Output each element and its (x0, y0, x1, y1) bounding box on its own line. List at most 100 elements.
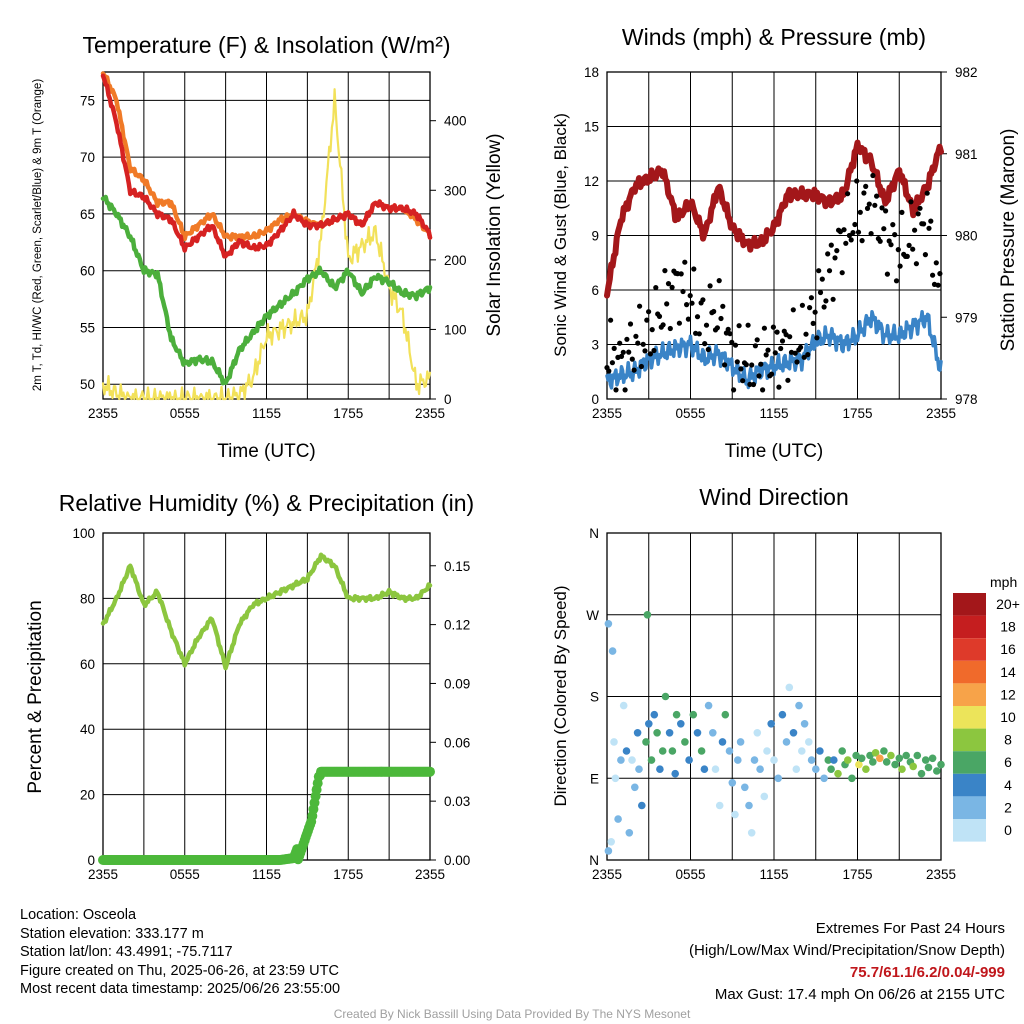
direction-point (747, 829, 756, 837)
humidity-line (100, 552, 433, 671)
direction-point (921, 756, 930, 764)
direction-point (635, 765, 643, 773)
x-tick-label: 2355 (88, 867, 118, 882)
y-tick-label: 55 (80, 320, 95, 335)
direction-point (816, 747, 824, 755)
direction-point (767, 720, 775, 728)
gust-point (740, 378, 746, 384)
gust-point (763, 352, 769, 358)
direction-point (753, 729, 762, 737)
direction-point (656, 765, 664, 773)
x-tick-label: 1755 (333, 867, 363, 882)
direction-point (671, 769, 679, 778)
gust-point (622, 387, 628, 393)
direction-point (611, 774, 620, 783)
direction-point (785, 683, 794, 692)
gust-point (644, 317, 650, 323)
direction-point (631, 783, 639, 792)
gust-point (647, 351, 654, 357)
max-gust-text: Max Gust: 17.4 mph On 06/26 at 2155 UTC (714, 986, 1005, 1003)
gust-point (821, 304, 827, 310)
direction-point (734, 756, 742, 764)
x-tick-label: 1155 (252, 867, 281, 882)
colorbar-swatch (953, 593, 986, 616)
chart-panel-2: Winds (mph) & Pressure (mb) 2355 0555 1155 1… (551, 24, 1019, 462)
direction-point (895, 754, 904, 763)
gust-point (734, 359, 740, 365)
direction-point (820, 774, 828, 783)
direction-point (805, 738, 813, 746)
y2-tick-label: 200 (444, 253, 467, 268)
gust-point (761, 325, 768, 331)
colorbar-swatch (953, 683, 986, 706)
direction-point (725, 747, 734, 755)
chart-title: Wind Direction (699, 484, 849, 510)
temp-2m-line (100, 73, 433, 259)
direction-point (800, 720, 809, 728)
gust-point (642, 348, 648, 354)
gust-point (749, 362, 755, 368)
gust-point (872, 202, 878, 208)
direction-point (617, 756, 625, 764)
direction-point (909, 762, 917, 771)
gust-point (774, 329, 780, 335)
direction-point (852, 751, 860, 760)
colorbar-label: 2 (1004, 799, 1012, 815)
gust-point (799, 302, 806, 308)
y2-tick-label: 0 (444, 392, 452, 407)
direction-point (661, 692, 670, 701)
gust-point (631, 367, 637, 373)
direction-point (700, 765, 709, 773)
gust-point (758, 361, 764, 367)
y-tick-label: 18 (584, 65, 599, 80)
gust-point (700, 297, 706, 303)
gust-point (772, 350, 778, 356)
latlon-text: Station lat/lon: 43.4991; -75.7117 (20, 944, 233, 961)
y-tick-label: 12 (584, 174, 599, 189)
gust-point (913, 261, 920, 267)
gust-point (825, 251, 831, 257)
colorbar-title: mph (990, 574, 1017, 590)
gust-point (912, 227, 918, 233)
gust-point (665, 281, 672, 287)
y-tick-label: 15 (584, 120, 599, 135)
direction-point (677, 720, 685, 728)
gust-point (776, 384, 782, 390)
gust-point (769, 371, 775, 377)
x-tick-label: 0555 (675, 867, 705, 882)
gust-point (803, 331, 809, 337)
direction-point (718, 738, 727, 746)
y-tick-label: 3 (591, 338, 599, 353)
gust-point (817, 289, 824, 296)
gust-point (792, 350, 798, 356)
gust-point (810, 320, 816, 326)
y2-tick-label: 400 (444, 114, 467, 129)
gust-point (823, 298, 829, 304)
y-tick-label: E (590, 771, 599, 786)
gust-point (805, 352, 811, 358)
created-text: Figure created on Thu, 2025-06-26, at 23… (20, 962, 339, 979)
gust-point (689, 300, 695, 306)
gust-point (685, 316, 692, 322)
gust-point (756, 373, 762, 379)
direction-point (844, 756, 852, 764)
extremes-values: 75.7/61.1/6.2/0.04/-999 (849, 964, 1005, 981)
direction-point (642, 738, 650, 746)
direction-point (741, 783, 749, 792)
direction-point (795, 701, 803, 710)
gust-point (629, 356, 635, 362)
y2-tick-label: 300 (444, 183, 467, 198)
direction-point (928, 754, 937, 763)
direction-point (685, 756, 693, 764)
gust-point (660, 322, 666, 328)
gust-point (626, 349, 632, 355)
direction-point (653, 729, 661, 737)
x-tick-label: 2355 (592, 406, 622, 421)
gust-point (845, 191, 851, 197)
y2-tick-label: 0.15 (444, 559, 470, 574)
gust-point (877, 238, 883, 244)
x-axis-label: Time (UTC) (217, 441, 316, 462)
direction-point (672, 710, 681, 719)
gust-point (714, 325, 721, 331)
